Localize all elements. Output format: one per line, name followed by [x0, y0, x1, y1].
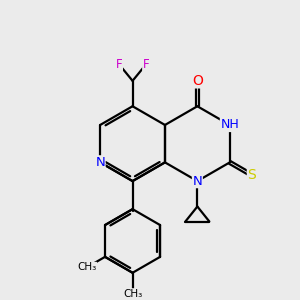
Text: N: N [95, 156, 105, 169]
Text: N: N [193, 175, 202, 188]
Text: S: S [248, 168, 256, 182]
Text: F: F [116, 58, 122, 71]
Text: NH: NH [220, 118, 239, 131]
Text: O: O [192, 74, 203, 88]
Text: CH₃: CH₃ [123, 289, 142, 299]
Text: CH₃: CH₃ [77, 262, 97, 272]
Text: F: F [143, 58, 149, 71]
